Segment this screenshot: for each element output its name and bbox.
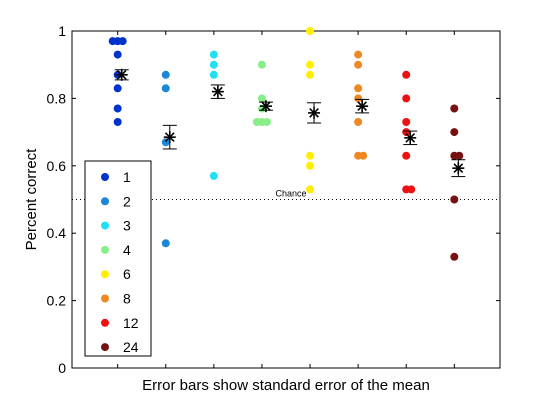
legend-label: 3 <box>123 218 131 234</box>
data-point <box>161 84 170 93</box>
data-point <box>455 151 464 160</box>
legend-marker <box>101 245 109 254</box>
data-point <box>306 70 315 79</box>
data-point <box>306 185 315 194</box>
data-point <box>450 252 459 261</box>
legend-label: 24 <box>123 339 139 355</box>
legend-marker <box>101 294 109 303</box>
y-tick-label: 1 <box>58 23 66 39</box>
data-point <box>113 104 122 113</box>
data-point <box>209 50 218 59</box>
legend-marker <box>101 197 109 206</box>
y-tick-label: 0 <box>58 360 66 376</box>
data-point <box>354 60 363 69</box>
data-point <box>306 161 315 170</box>
mean-marker <box>114 68 129 81</box>
chance-line: Chance <box>72 189 500 200</box>
legend-marker <box>101 270 109 279</box>
data-point <box>354 84 363 93</box>
data-point <box>262 117 271 126</box>
y-tick-label: 0.8 <box>47 90 67 106</box>
data-point <box>407 185 416 194</box>
data-point <box>402 117 411 126</box>
data-point <box>306 60 315 69</box>
data-point <box>359 151 368 160</box>
data-point <box>118 37 127 46</box>
y-tick-label: 0.4 <box>47 225 67 241</box>
legend-marker <box>101 343 109 352</box>
data-point <box>257 94 266 103</box>
data-point <box>402 94 411 103</box>
data-point <box>209 171 218 180</box>
chance-label: Chance <box>275 189 306 199</box>
y-axis-label: Percent correct <box>23 148 40 251</box>
legend-label: 8 <box>123 291 131 307</box>
legend-box <box>84 160 152 357</box>
mean-marker <box>210 84 225 99</box>
data-point <box>402 151 411 160</box>
data-point <box>209 70 218 79</box>
mean-marker <box>162 124 177 150</box>
data-point <box>161 239 170 248</box>
mean-marker <box>403 130 418 146</box>
y-tick-label: 0.6 <box>47 158 67 174</box>
data-point <box>209 60 218 69</box>
mean-marker <box>307 102 322 124</box>
data-point <box>354 50 363 59</box>
mean-marker <box>451 159 466 178</box>
data-point <box>252 117 261 126</box>
data-point <box>402 70 411 79</box>
data-points <box>108 27 464 261</box>
x-axis-label: Error bars show standard error of the me… <box>142 377 430 394</box>
legend-label: 6 <box>123 266 131 282</box>
data-point <box>113 117 122 126</box>
y-tick-label: 0.2 <box>47 293 67 309</box>
data-point <box>354 117 363 126</box>
data-point <box>354 94 363 103</box>
data-point <box>161 70 170 79</box>
legend-label: 2 <box>123 193 131 209</box>
y-axis: 0 0.2 0.4 0.6 0.8 1 <box>47 23 500 376</box>
data-point <box>257 60 266 69</box>
data-point <box>306 27 315 35</box>
data-point <box>113 50 122 59</box>
data-point <box>450 128 459 137</box>
mean-marker <box>258 100 273 113</box>
data-point <box>402 128 411 137</box>
legend-marker <box>101 221 109 230</box>
legend-marker <box>101 318 109 327</box>
legend-label: 4 <box>123 242 131 258</box>
data-point <box>450 104 459 113</box>
mean-markers <box>114 68 466 178</box>
data-point <box>108 37 117 46</box>
legend-label: 1 <box>123 169 131 185</box>
legend-label: 12 <box>123 315 139 331</box>
legend-marker <box>101 173 109 181</box>
mean-marker <box>355 98 370 114</box>
data-point <box>113 84 122 93</box>
data-point <box>306 151 315 160</box>
data-point <box>450 195 459 204</box>
